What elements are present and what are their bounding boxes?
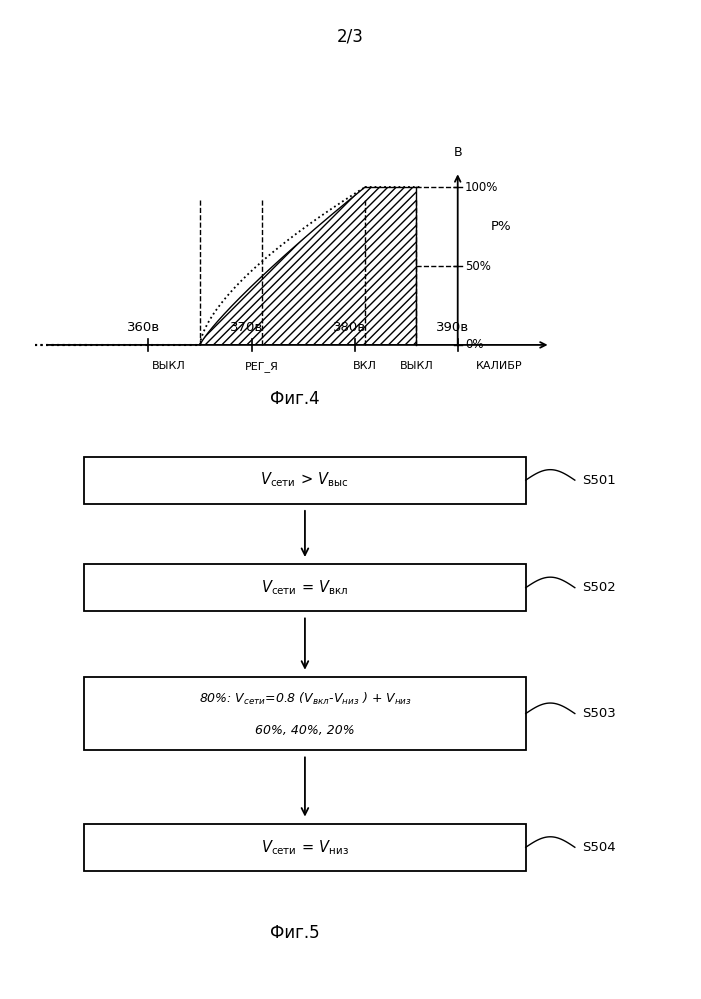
Bar	[84, 823, 526, 871]
Text: Фиг.4: Фиг.4	[270, 390, 319, 408]
Text: 380в: 380в	[333, 321, 366, 334]
Text: $V_{\mathregular{сети}}$$\,>\,$$V_{\mathregular{выс}}$: $V_{\mathregular{сети}}$$\,>\,$$V_{\math…	[261, 471, 349, 490]
Text: S501: S501	[582, 474, 615, 487]
Text: 360в: 360в	[127, 321, 160, 334]
Text: 2/3: 2/3	[337, 28, 364, 46]
Bar	[84, 677, 526, 750]
Text: 390в: 390в	[436, 321, 469, 334]
Text: $V_{\mathregular{сети}}$$\,=\,$$V_{\mathregular{низ}}$: $V_{\mathregular{сети}}$$\,=\,$$V_{\math…	[261, 838, 349, 856]
Text: КАЛИБР: КАЛИБР	[476, 361, 522, 371]
Text: 50%: 50%	[465, 260, 491, 273]
Bar	[84, 457, 526, 503]
Text: Фиг.5: Фиг.5	[270, 924, 319, 942]
Text: 100%: 100%	[465, 181, 498, 194]
Text: 80%: $V_{\mathregular{сети}}$=0.8 ($V_{\mathregular{вкл}}$-$V_{\mathregular{низ}: 80%: $V_{\mathregular{сети}}$=0.8 ($V_{\…	[198, 690, 411, 707]
Text: 60%, 40%, 20%: 60%, 40%, 20%	[255, 724, 355, 737]
Text: 0%: 0%	[465, 339, 484, 352]
Text: В: В	[454, 146, 462, 159]
Text: P%: P%	[491, 220, 511, 233]
Text: $V_{\mathregular{сети}}$$\,=\,$$V_{\mathregular{вкл}}$: $V_{\mathregular{сети}}$$\,=\,$$V_{\math…	[261, 578, 349, 597]
Text: S503: S503	[582, 707, 615, 720]
Text: S504: S504	[582, 841, 615, 854]
Text: ВЫКЛ: ВЫКЛ	[400, 361, 433, 371]
Text: РЕГ_Я: РЕГ_Я	[245, 361, 279, 372]
Text: S502: S502	[582, 581, 615, 594]
Bar	[84, 564, 526, 611]
Text: ВКЛ: ВКЛ	[353, 361, 377, 371]
Text: ВЫКЛ: ВЫКЛ	[152, 361, 186, 371]
Text: 370в: 370в	[230, 321, 263, 334]
